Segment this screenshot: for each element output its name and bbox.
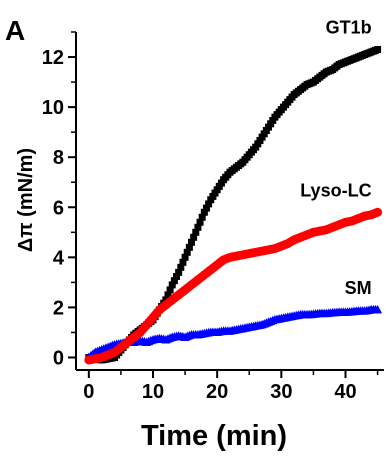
x-tick-label: 40 (334, 381, 356, 403)
series-layer (84, 46, 383, 365)
data-point (188, 238, 195, 246)
data-point (173, 273, 181, 281)
data-point (374, 46, 382, 54)
series-label: SM (345, 278, 372, 298)
data-point (168, 281, 176, 289)
x-tick-label: 20 (206, 381, 228, 403)
data-point (194, 223, 202, 231)
data-point (166, 286, 174, 294)
y-axis-label: Δπ (mN/m) (15, 148, 37, 252)
data-point (175, 268, 183, 276)
series-sm (84, 304, 383, 361)
y-tick-label: 8 (53, 147, 64, 169)
data-point (198, 213, 206, 221)
data-point (190, 233, 198, 241)
y-tick-label: 10 (42, 97, 64, 119)
series-label: Lyso-LC (300, 180, 371, 200)
series-lyso-lc (84, 207, 383, 365)
data-point (170, 277, 178, 285)
data-point (183, 248, 191, 256)
y-tick-label: 6 (53, 197, 64, 219)
data-point (200, 208, 208, 216)
y-tick-label: 12 (42, 47, 64, 69)
data-point (196, 218, 204, 226)
y-tick-label: 4 (53, 247, 65, 269)
data-point (202, 204, 210, 212)
data-point (181, 253, 189, 261)
data-point (177, 263, 185, 271)
y-tick-label: 2 (53, 297, 64, 319)
data-point (164, 291, 172, 299)
data-point (179, 258, 187, 266)
x-tick-label: 10 (142, 381, 164, 403)
data-point (373, 207, 383, 217)
data-point (373, 304, 383, 314)
axes: 0 10 20 30 40 0 2 4 6 8 10 12 (42, 31, 384, 403)
data-point (185, 243, 193, 251)
x-axis-label: Time (min) (141, 420, 287, 452)
y-tick-label: 0 (53, 347, 64, 369)
x-tick-label: 0 (83, 381, 94, 403)
series-labels: GT1b SM Lyso-LC (300, 18, 371, 298)
data-point (205, 200, 213, 208)
series-label: GT1b (326, 18, 372, 38)
panel-label: A (5, 15, 25, 46)
data-point (192, 228, 200, 236)
x-tick-label: 30 (270, 381, 292, 403)
